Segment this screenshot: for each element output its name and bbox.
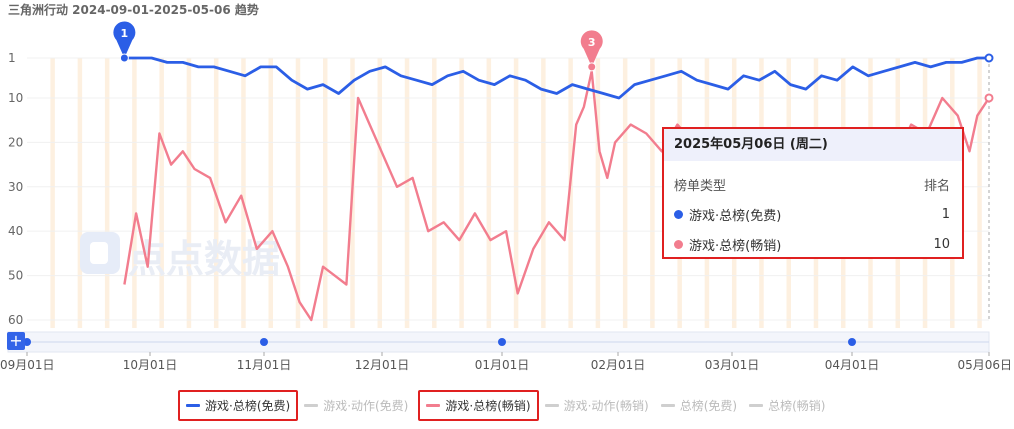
- slider-dot: [848, 338, 856, 346]
- legend-label: 总榜(免费): [679, 399, 738, 413]
- event-marker: 3: [580, 30, 603, 72]
- weekend-stripe: [159, 58, 164, 328]
- legend-label: 游戏·动作(免费): [323, 399, 409, 413]
- x-tick-label: 12月01日: [355, 358, 410, 372]
- weekend-stripe: [295, 58, 301, 328]
- chart-legend: 游戏·总榜(免费) 游戏·动作(免费) 游戏·总榜(畅销) 游戏·动作(畅销) 总榜(免…: [178, 390, 832, 421]
- tooltip-row-paid: 游戏·总榜(畅销) 10: [664, 229, 962, 259]
- weekend-stripe: [241, 58, 246, 328]
- event-marker: 1: [113, 21, 136, 63]
- legend-item[interactable]: 总榜(畅销): [743, 390, 831, 421]
- x-tick-label: 02月01日: [591, 358, 646, 372]
- zoom-plus-button[interactable]: [7, 332, 25, 350]
- series-endpoint: [984, 93, 994, 103]
- legend-swatch-icon: [426, 404, 441, 407]
- weekend-stripe: [595, 58, 601, 328]
- weekend-stripe: [486, 58, 492, 328]
- x-tick-label: 04月01日: [825, 358, 880, 372]
- weekend-stripe: [268, 58, 273, 328]
- legend-item[interactable]: 游戏·总榜(免费): [178, 390, 299, 421]
- legend-item[interactable]: 总榜(免费): [655, 390, 743, 421]
- tooltip-title: 2025年05月06日 (周二): [664, 129, 962, 161]
- tooltip: 2025年05月06日 (周二) 榜单类型 排名 游戏·总榜(免费) 1 游戏·…: [662, 127, 964, 259]
- x-tick-label: 09月01日: [0, 358, 55, 372]
- x-tick-label: 11月01日: [237, 358, 292, 372]
- weekend-stripe: [404, 58, 410, 328]
- series-endpoint: [984, 53, 994, 63]
- y-axis-ticks: 1 10 20 30 40 50 60: [8, 51, 23, 327]
- x-tick-label: 01月01日: [475, 358, 530, 372]
- x-tick-label: 03月01日: [705, 358, 760, 372]
- x-tick-label: 05月06日: [957, 358, 1012, 372]
- slider-dot: [260, 338, 268, 346]
- series-dot-icon: [674, 239, 683, 249]
- legend-swatch-icon: [544, 404, 559, 407]
- weekend-stripe: [513, 58, 519, 328]
- tooltip-row-value: 10: [933, 236, 950, 252]
- tooltip-col-type: 榜单类型: [674, 178, 727, 194]
- x-axis-ticks: 09月01日 10月01日 11月01日 12月01日 01月01日 02月01日 03月0…: [0, 352, 1012, 372]
- legend-swatch-icon: [749, 404, 764, 407]
- legend-swatch-icon: [660, 404, 675, 407]
- weekend-stripe: [977, 58, 982, 328]
- weekend-stripe: [541, 58, 546, 328]
- weekend-stripe: [186, 58, 192, 328]
- series-line-free: [124, 56, 989, 100]
- y-tick-label: 20: [8, 135, 23, 149]
- weekend-stripe: [568, 58, 573, 328]
- weekend-stripe: [50, 58, 55, 328]
- weekend-stripe: [104, 58, 110, 328]
- tooltip-row-free: 游戏·总榜(免费) 1: [664, 199, 962, 229]
- y-tick-label: 1: [8, 51, 16, 65]
- legend-label: 游戏·总榜(免费): [205, 399, 291, 413]
- y-tick-label: 30: [8, 180, 23, 194]
- legend-label: 总榜(畅销): [768, 399, 826, 413]
- legend-label: 游戏·动作(畅销): [563, 399, 649, 413]
- weekend-stripe: [323, 58, 328, 328]
- tooltip-row-label: 游戏·总榜(畅销): [689, 238, 782, 254]
- legend-label: 游戏·总榜(畅销): [445, 399, 531, 413]
- legend-swatch-icon: [186, 404, 200, 407]
- zoom-plus-icon: +: [9, 331, 22, 350]
- event-marker-label: 1: [121, 27, 129, 40]
- tooltip-row-label: 游戏·总榜(免费): [689, 208, 782, 224]
- legend-item[interactable]: 游戏·总榜(畅销): [418, 390, 539, 421]
- weekend-stripe: [77, 58, 83, 328]
- weekend-stripe: [432, 58, 437, 328]
- tooltip-row-value: 1: [941, 206, 950, 222]
- weekend-stripe: [132, 58, 137, 328]
- event-markers: 13: [113, 21, 603, 72]
- tooltip-col-rank: 排名: [923, 178, 950, 194]
- watermark-logo: 点点数据: [80, 232, 280, 281]
- weekend-stripe: [377, 58, 383, 328]
- weekend-stripe: [650, 58, 655, 328]
- y-tick-label: 60: [8, 313, 23, 327]
- series-dot-icon: [674, 209, 683, 219]
- y-tick-label: 40: [8, 224, 23, 238]
- y-tick-label: 10: [8, 91, 23, 105]
- legend-item[interactable]: 游戏·动作(畅销): [539, 390, 655, 421]
- weekend-stripe: [459, 58, 464, 328]
- chart-title: 三角洲行动 2024-09-01-2025-05-06 趋势: [8, 3, 259, 17]
- y-tick-label: 50: [8, 269, 23, 283]
- x-tick-label: 10月01日: [123, 358, 178, 372]
- slider-dot: [498, 338, 506, 346]
- tooltip-header-row: 榜单类型 排名: [664, 169, 962, 199]
- event-marker-label: 3: [588, 36, 596, 49]
- weekend-stripe: [622, 58, 628, 328]
- legend-item[interactable]: 游戏·动作(免费): [298, 390, 414, 421]
- legend-swatch-icon: [304, 404, 319, 407]
